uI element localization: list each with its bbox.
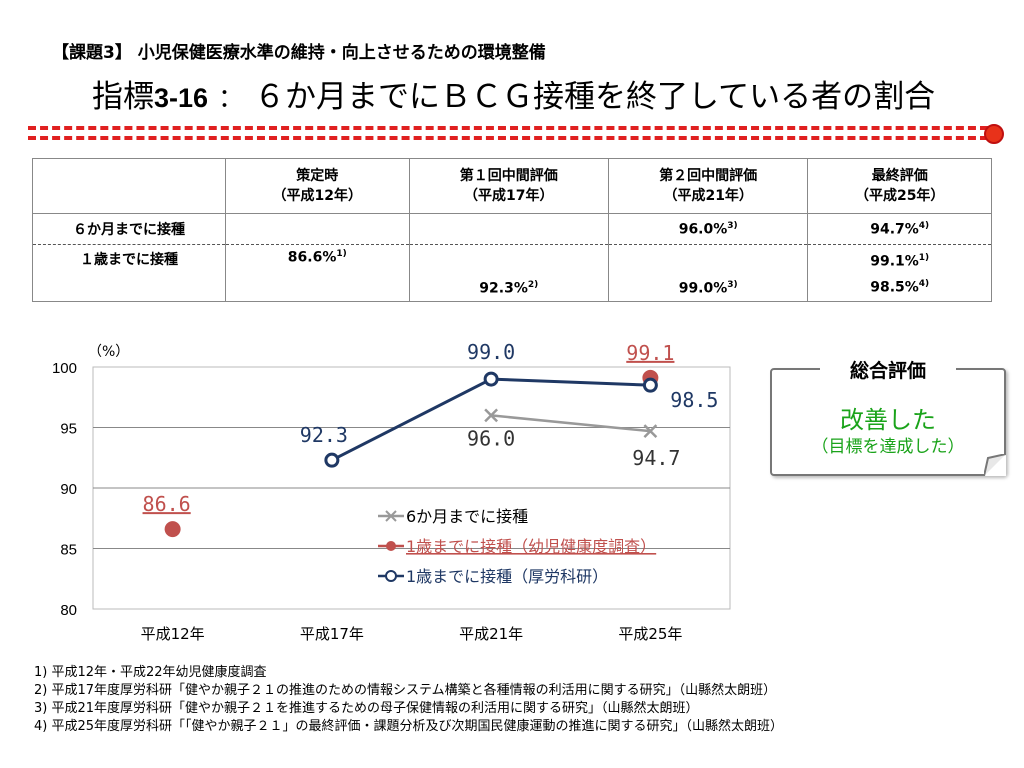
data-label: 99.0 xyxy=(467,340,515,364)
red-circle-icon xyxy=(984,124,1004,144)
task-heading: 【課題3】 小児保健医療水準の維持・向上させるための環境整備 xyxy=(52,43,546,63)
y-tick-label: 80 xyxy=(60,602,77,619)
data-point xyxy=(324,452,340,468)
x-tick-label: 平成12年 xyxy=(141,625,205,643)
y-axis-unit: （%） xyxy=(88,344,129,360)
table-cell xyxy=(408,213,609,245)
legend-label: 1歳までに接種（厚労科研） xyxy=(406,567,608,586)
footnote: 1) 平成12年・平成22年幼児健康度調査 xyxy=(34,665,267,680)
evaluation-result: 改善した xyxy=(840,406,936,434)
series-line xyxy=(491,414,651,433)
y-tick-label: 95 xyxy=(60,421,77,438)
line-chart: 80 85 90 95 100 （%） 平成12年 平成17年 平成21年 平成25年 96.0 94… xyxy=(52,340,731,643)
title-prefix: 指標 xyxy=(92,79,154,115)
footnotes: 1) 平成12年・平成22年幼児健康度調査 2) 平成17年度厚労科研「健やか親… xyxy=(34,664,783,736)
table-header-cell: 第２回中間評価 （平成21年） xyxy=(607,158,809,214)
data-point-x-marker xyxy=(484,408,499,423)
table-cell: 96.0%3) xyxy=(607,213,809,245)
data-label: 86.6 xyxy=(143,492,191,516)
table-row: ６か月までに接種 96.0%3) 94.7%4) xyxy=(32,213,992,245)
data-label: 92.3 xyxy=(300,423,348,447)
red-dashed-line-top xyxy=(28,126,988,130)
x-tick-label: 平成25年 xyxy=(618,625,682,643)
summary-table: 策定時 （平成12年） 第１回中間評価 （平成17年） 第２回中間評価 （平成21年）… xyxy=(32,158,992,302)
evaluation-title: 総合評価 xyxy=(820,356,956,383)
y-tick-label: 100 xyxy=(52,360,77,377)
table-cell: 92.3%2) xyxy=(408,244,609,302)
data-label: 94.7 xyxy=(632,446,680,470)
footnote: 2) 平成17年度厚労科研「健やか親子２１の推進のための情報システム構築と各種情… xyxy=(34,683,777,698)
table-cell xyxy=(225,213,410,245)
evaluation-subtext: （目標を達成した） xyxy=(811,437,965,457)
title-separator: ： xyxy=(218,84,245,114)
table-header-cell: 最終評価 （平成25年） xyxy=(807,158,992,214)
table-corner xyxy=(32,158,226,214)
red-dashed-line-bottom xyxy=(28,136,988,140)
y-tick-label: 90 xyxy=(60,481,77,498)
footnote: 4) 平成25年度厚労科研「「健やか親子２１」の最終評価・課題分析及び次期国民健… xyxy=(34,719,784,734)
table-row: １歳までに接種 86.6%1) 92.3%2) 99.0%3) 99.1%1) 9… xyxy=(32,244,992,302)
x-tick-label: 平成17年 xyxy=(300,625,364,643)
row-label: １歳までに接種 xyxy=(32,244,226,302)
row-label: ６か月までに接種 xyxy=(32,213,226,245)
title-text: ６か月までにＢＣＧ接種を終了している者の割合 xyxy=(254,79,936,115)
data-label: 98.5 xyxy=(670,388,718,412)
footnote: 3) 平成21年度厚労科研「健やか親子２１を推進するための母子保健情報の利活用に… xyxy=(34,701,699,716)
indicator-title: 指標3-16 ： ６か月までにＢＣＧ接種を終了している者の割合 xyxy=(92,76,992,120)
legend-marker xyxy=(385,510,397,522)
table-cell: 86.6%1) xyxy=(225,244,410,302)
y-tick-label: 85 xyxy=(60,542,77,559)
data-label: 99.1 xyxy=(626,341,674,365)
legend-label: 1歳までに接種（幼児健康度調査） xyxy=(406,537,656,556)
table-cell: 94.7%4) xyxy=(807,213,992,245)
overall-evaluation-box: 総合評価 改善した （目標を達成した） xyxy=(770,356,1006,476)
table-header-row: 策定時 （平成12年） 第１回中間評価 （平成17年） 第２回中間評価 （平成21年）… xyxy=(32,158,992,214)
x-tick-label: 平成21年 xyxy=(459,625,523,643)
legend-marker xyxy=(386,541,396,551)
data-point xyxy=(642,377,658,393)
data-point xyxy=(164,521,181,538)
data-point xyxy=(483,371,499,387)
data-label: 96.0 xyxy=(467,426,515,450)
table-cell: 99.1%1) 98.5%4) xyxy=(807,244,992,302)
table-header-cell: 第１回中間評価 （平成17年） xyxy=(408,158,609,214)
data-point-x-marker xyxy=(643,424,658,439)
table-header-cell: 策定時 （平成12年） xyxy=(225,158,410,214)
folded-corner-icon xyxy=(984,454,1006,476)
indicator-number: 3-16 xyxy=(154,83,209,113)
table-cell: 99.0%3) xyxy=(607,244,809,302)
legend-marker xyxy=(385,570,397,582)
legend-label: 6か月までに接種 xyxy=(406,507,528,526)
